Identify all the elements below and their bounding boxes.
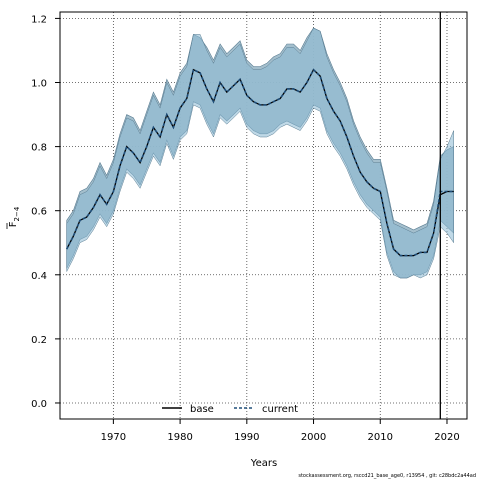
y-axis-title: F2−4	[6, 206, 21, 229]
y-tick-label: 1.2	[31, 14, 47, 25]
y-tick-label: 0.0	[31, 399, 47, 410]
y-tick-label: 1.0	[31, 79, 47, 90]
y-tick-label: 0.4	[31, 271, 47, 282]
x-tick-label: 1980	[167, 432, 192, 443]
legend: base current	[162, 404, 298, 415]
x-tick-label: 2010	[368, 432, 393, 443]
legend-current-label: current	[262, 404, 298, 415]
x-tick-label: 2020	[434, 432, 459, 443]
y-tick-label: 0.8	[31, 143, 47, 154]
x-axis-title: Years	[250, 458, 277, 469]
y-tick-label: 0.2	[31, 335, 47, 346]
x-axis-ticks: 1970 1980 1990 2000 2010 2020	[101, 419, 460, 443]
x-tick-label: 1970	[101, 432, 126, 443]
x-tick-label: 2000	[301, 432, 326, 443]
plot-frame	[59, 11, 468, 420]
y-axis-ticks: 0.0 0.2 0.4 0.6 0.8 1.0 1.2	[31, 14, 60, 410]
series-line-current	[65, 68, 454, 257]
y-axis-title-main: F	[8, 221, 19, 227]
series-lines	[65, 68, 454, 257]
x-tick-label: 1990	[234, 432, 259, 443]
legend-base-label: base	[190, 404, 214, 415]
y-axis-title-sub: 2−4	[13, 206, 21, 221]
y-tick-label: 0.6	[31, 207, 47, 218]
svg-text:F2−4: F2−4	[8, 206, 21, 227]
grid	[60, 12, 467, 419]
footer-credit: stockassessment.org, rsccd21_base_age0, …	[298, 473, 476, 479]
